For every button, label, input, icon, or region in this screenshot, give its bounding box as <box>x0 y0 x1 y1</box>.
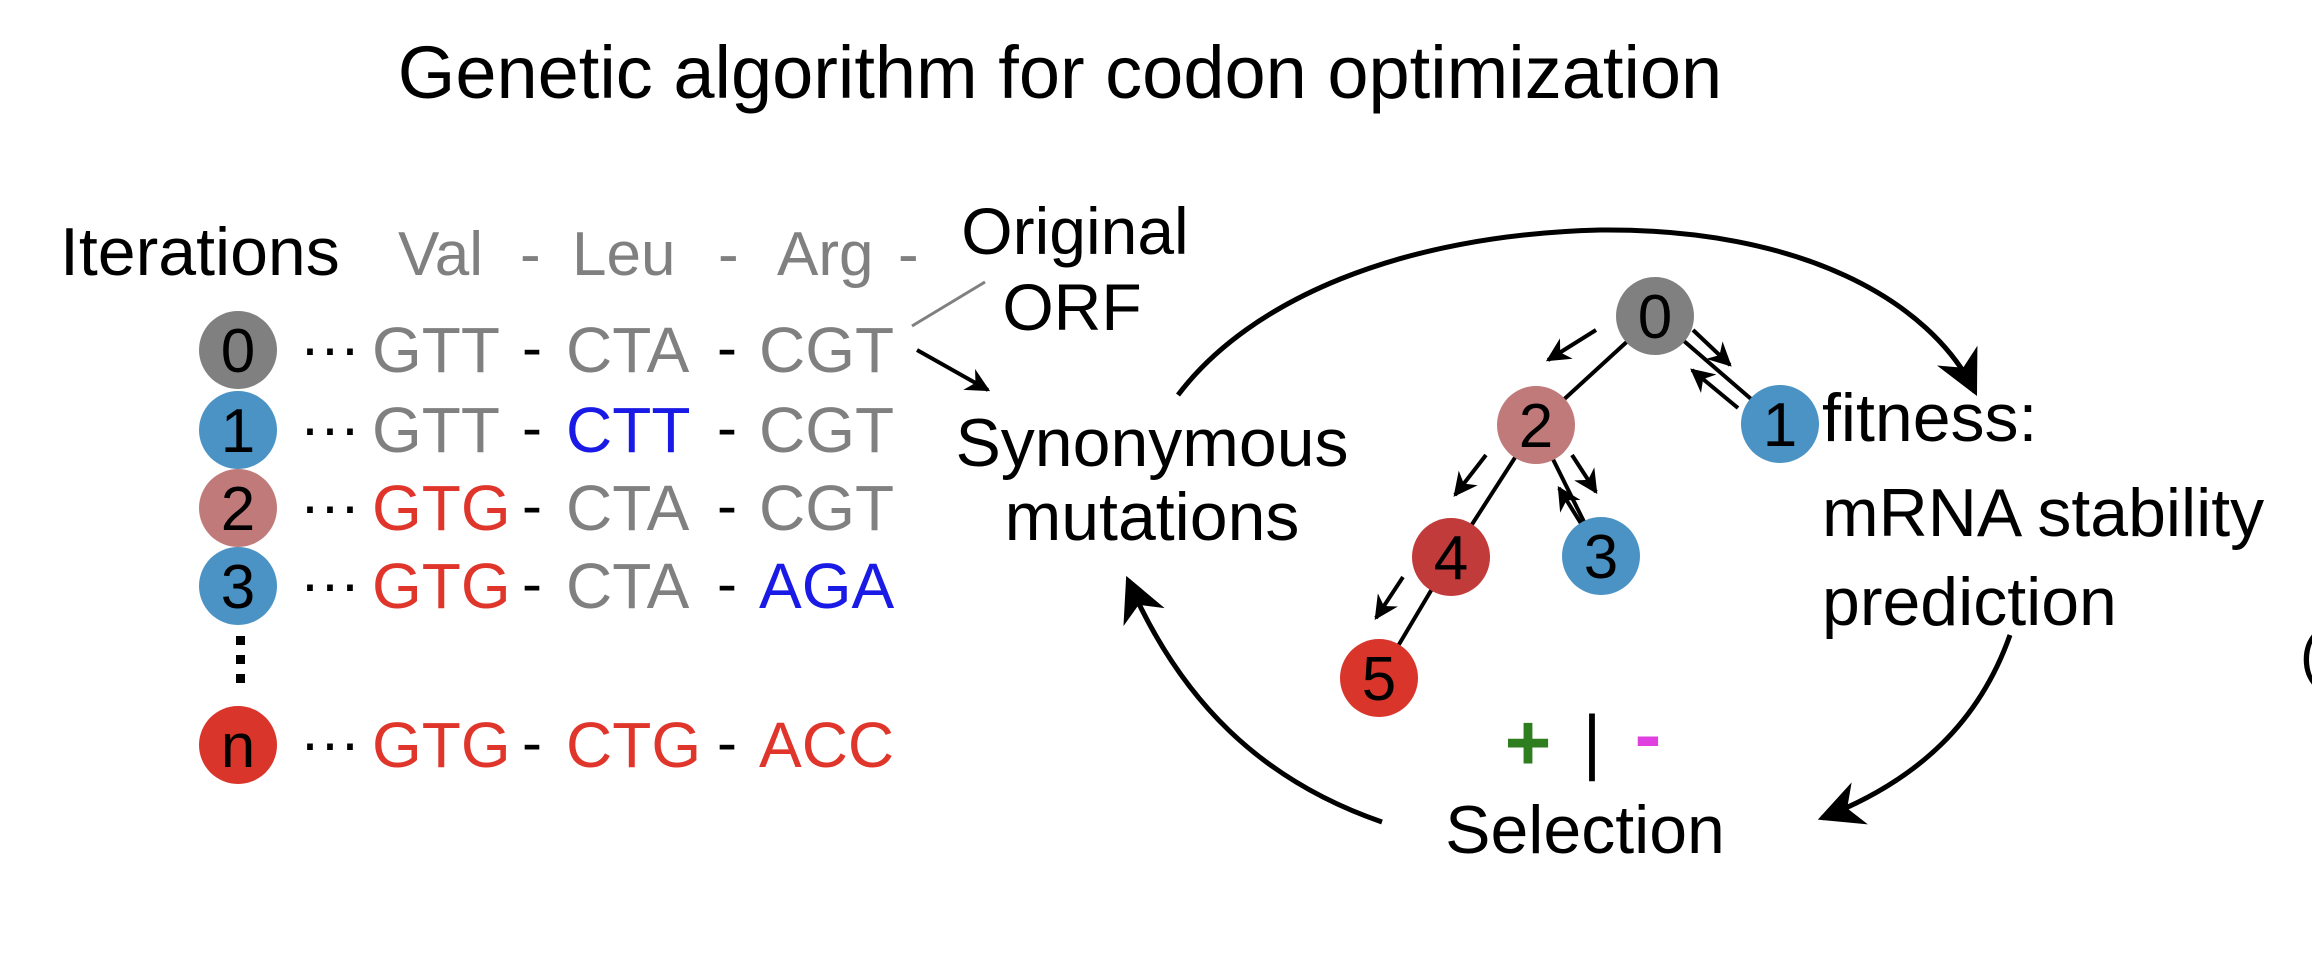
plus-minus-divider: | <box>1583 702 1602 782</box>
mrna-stability-label: mRNA stability <box>1822 475 2264 551</box>
orf-to-mutations-arrow <box>916 348 991 392</box>
codon: GTG <box>372 472 511 544</box>
tree-node <box>1412 518 1490 596</box>
codon-separator: - <box>522 394 542 461</box>
codon: CTG <box>566 709 701 781</box>
tree-node-label: 4 <box>1434 524 1468 593</box>
tree-node-label: 3 <box>1584 523 1618 592</box>
iteration-row: 2 ··· GTG CTA CGT- - <box>199 469 894 547</box>
iterations-label: Iterations <box>60 214 340 290</box>
iteration-node <box>199 311 277 389</box>
tree-node <box>1340 639 1418 717</box>
row-ellipsis: ··· <box>300 709 360 776</box>
iteration-row: n ··· GTG CTG ACC- - <box>199 706 894 784</box>
amino-acid-arg: Arg <box>777 220 873 289</box>
mutation-tree: 0 1 23 45 <box>1340 277 1819 717</box>
row-ellipsis: ··· <box>300 394 360 461</box>
codon-separator: - <box>522 709 542 776</box>
diagram-title: Genetic algorithm for codon optimization <box>398 31 1722 114</box>
iteration-node-label: 3 <box>221 553 255 622</box>
amino-sep-1: - <box>520 220 541 289</box>
codon: GTT <box>372 394 500 466</box>
right-edge-glyph: ( <box>2300 621 2312 688</box>
vertical-ellipsis <box>236 636 245 683</box>
codon: GTG <box>372 550 511 622</box>
synonymous-label: Synonymous <box>955 405 1348 481</box>
iteration-row: 0 ··· GTT CTA CGT- - <box>199 311 894 389</box>
amino-sep-3: - <box>898 220 919 289</box>
codon: GTG <box>372 709 511 781</box>
minus-sign: - <box>1635 690 1662 779</box>
amino-acid-val: Val <box>398 220 483 289</box>
codon: CTA <box>566 472 690 544</box>
tree-node-label: 1 <box>1763 391 1797 460</box>
prediction-label: prediction <box>1822 564 2117 640</box>
fitness-to-selection-arrow <box>1817 634 2013 825</box>
iteration-node-label: 0 <box>221 317 255 386</box>
iteration-node <box>199 706 277 784</box>
codon-separator: - <box>522 472 542 539</box>
iteration-node <box>199 469 277 547</box>
iteration-node-label: 1 <box>221 397 255 466</box>
codon-separator: - <box>717 709 737 776</box>
tree-node <box>1497 386 1575 464</box>
plus-sign: + <box>1505 698 1552 787</box>
row-ellipsis: ··· <box>300 550 360 617</box>
tree-node-label: 0 <box>1638 283 1672 352</box>
codon-separator: - <box>522 314 542 381</box>
fitness-label: fitness: <box>1822 380 2037 456</box>
codon: GTT <box>372 314 500 386</box>
codon-separator: - <box>717 394 737 461</box>
tree-node <box>1616 277 1694 355</box>
codon-separator: - <box>717 472 737 539</box>
iteration-node <box>199 391 277 469</box>
iteration-rows: 0 ··· GTT CTA CGT- -1 ··· GTT CTT CGT- -2 ··· GTG CTA… <box>199 311 894 784</box>
codon: CGT <box>759 472 894 544</box>
amino-acid-leu: Leu <box>572 220 675 289</box>
selection-label: Selection <box>1445 792 1725 868</box>
codon-separator: - <box>717 314 737 381</box>
tree-edges <box>1377 314 1782 680</box>
codon: CTA <box>566 314 690 386</box>
codon-separator: - <box>522 550 542 617</box>
iteration-row: 1 ··· GTT CTT CGT- - <box>199 391 894 469</box>
mutations-label: mutations <box>1005 479 1300 555</box>
tree-node-label: 2 <box>1519 392 1553 461</box>
iteration-node <box>199 547 277 625</box>
tree-direction-arrows <box>1374 328 1740 621</box>
iteration-node-label: 2 <box>221 475 255 544</box>
tree-node-label: 5 <box>1362 645 1396 714</box>
row-ellipsis: ··· <box>300 314 360 381</box>
tree-node <box>1741 385 1819 463</box>
codon: CTT <box>566 394 690 466</box>
codon: CGT <box>759 314 894 386</box>
amino-sep-2: - <box>718 220 739 289</box>
tree-node <box>1562 517 1640 595</box>
codon: CTA <box>566 550 690 622</box>
codon: AGA <box>759 550 894 622</box>
selection-to-mutations-arrow <box>1123 575 1383 825</box>
iteration-row: 3 ··· GTG CTA AGA- - <box>199 547 894 625</box>
original-pointer-line <box>911 280 986 328</box>
codon-separator: - <box>717 550 737 617</box>
iteration-node-label: n <box>221 712 255 781</box>
codon: CGT <box>759 394 894 466</box>
orf-label: ORF <box>1002 270 1141 344</box>
codon: ACC <box>759 709 894 781</box>
row-ellipsis: ··· <box>300 472 360 539</box>
original-label: Original <box>961 194 1188 268</box>
mutations-to-fitness-arrow <box>1176 227 1978 397</box>
